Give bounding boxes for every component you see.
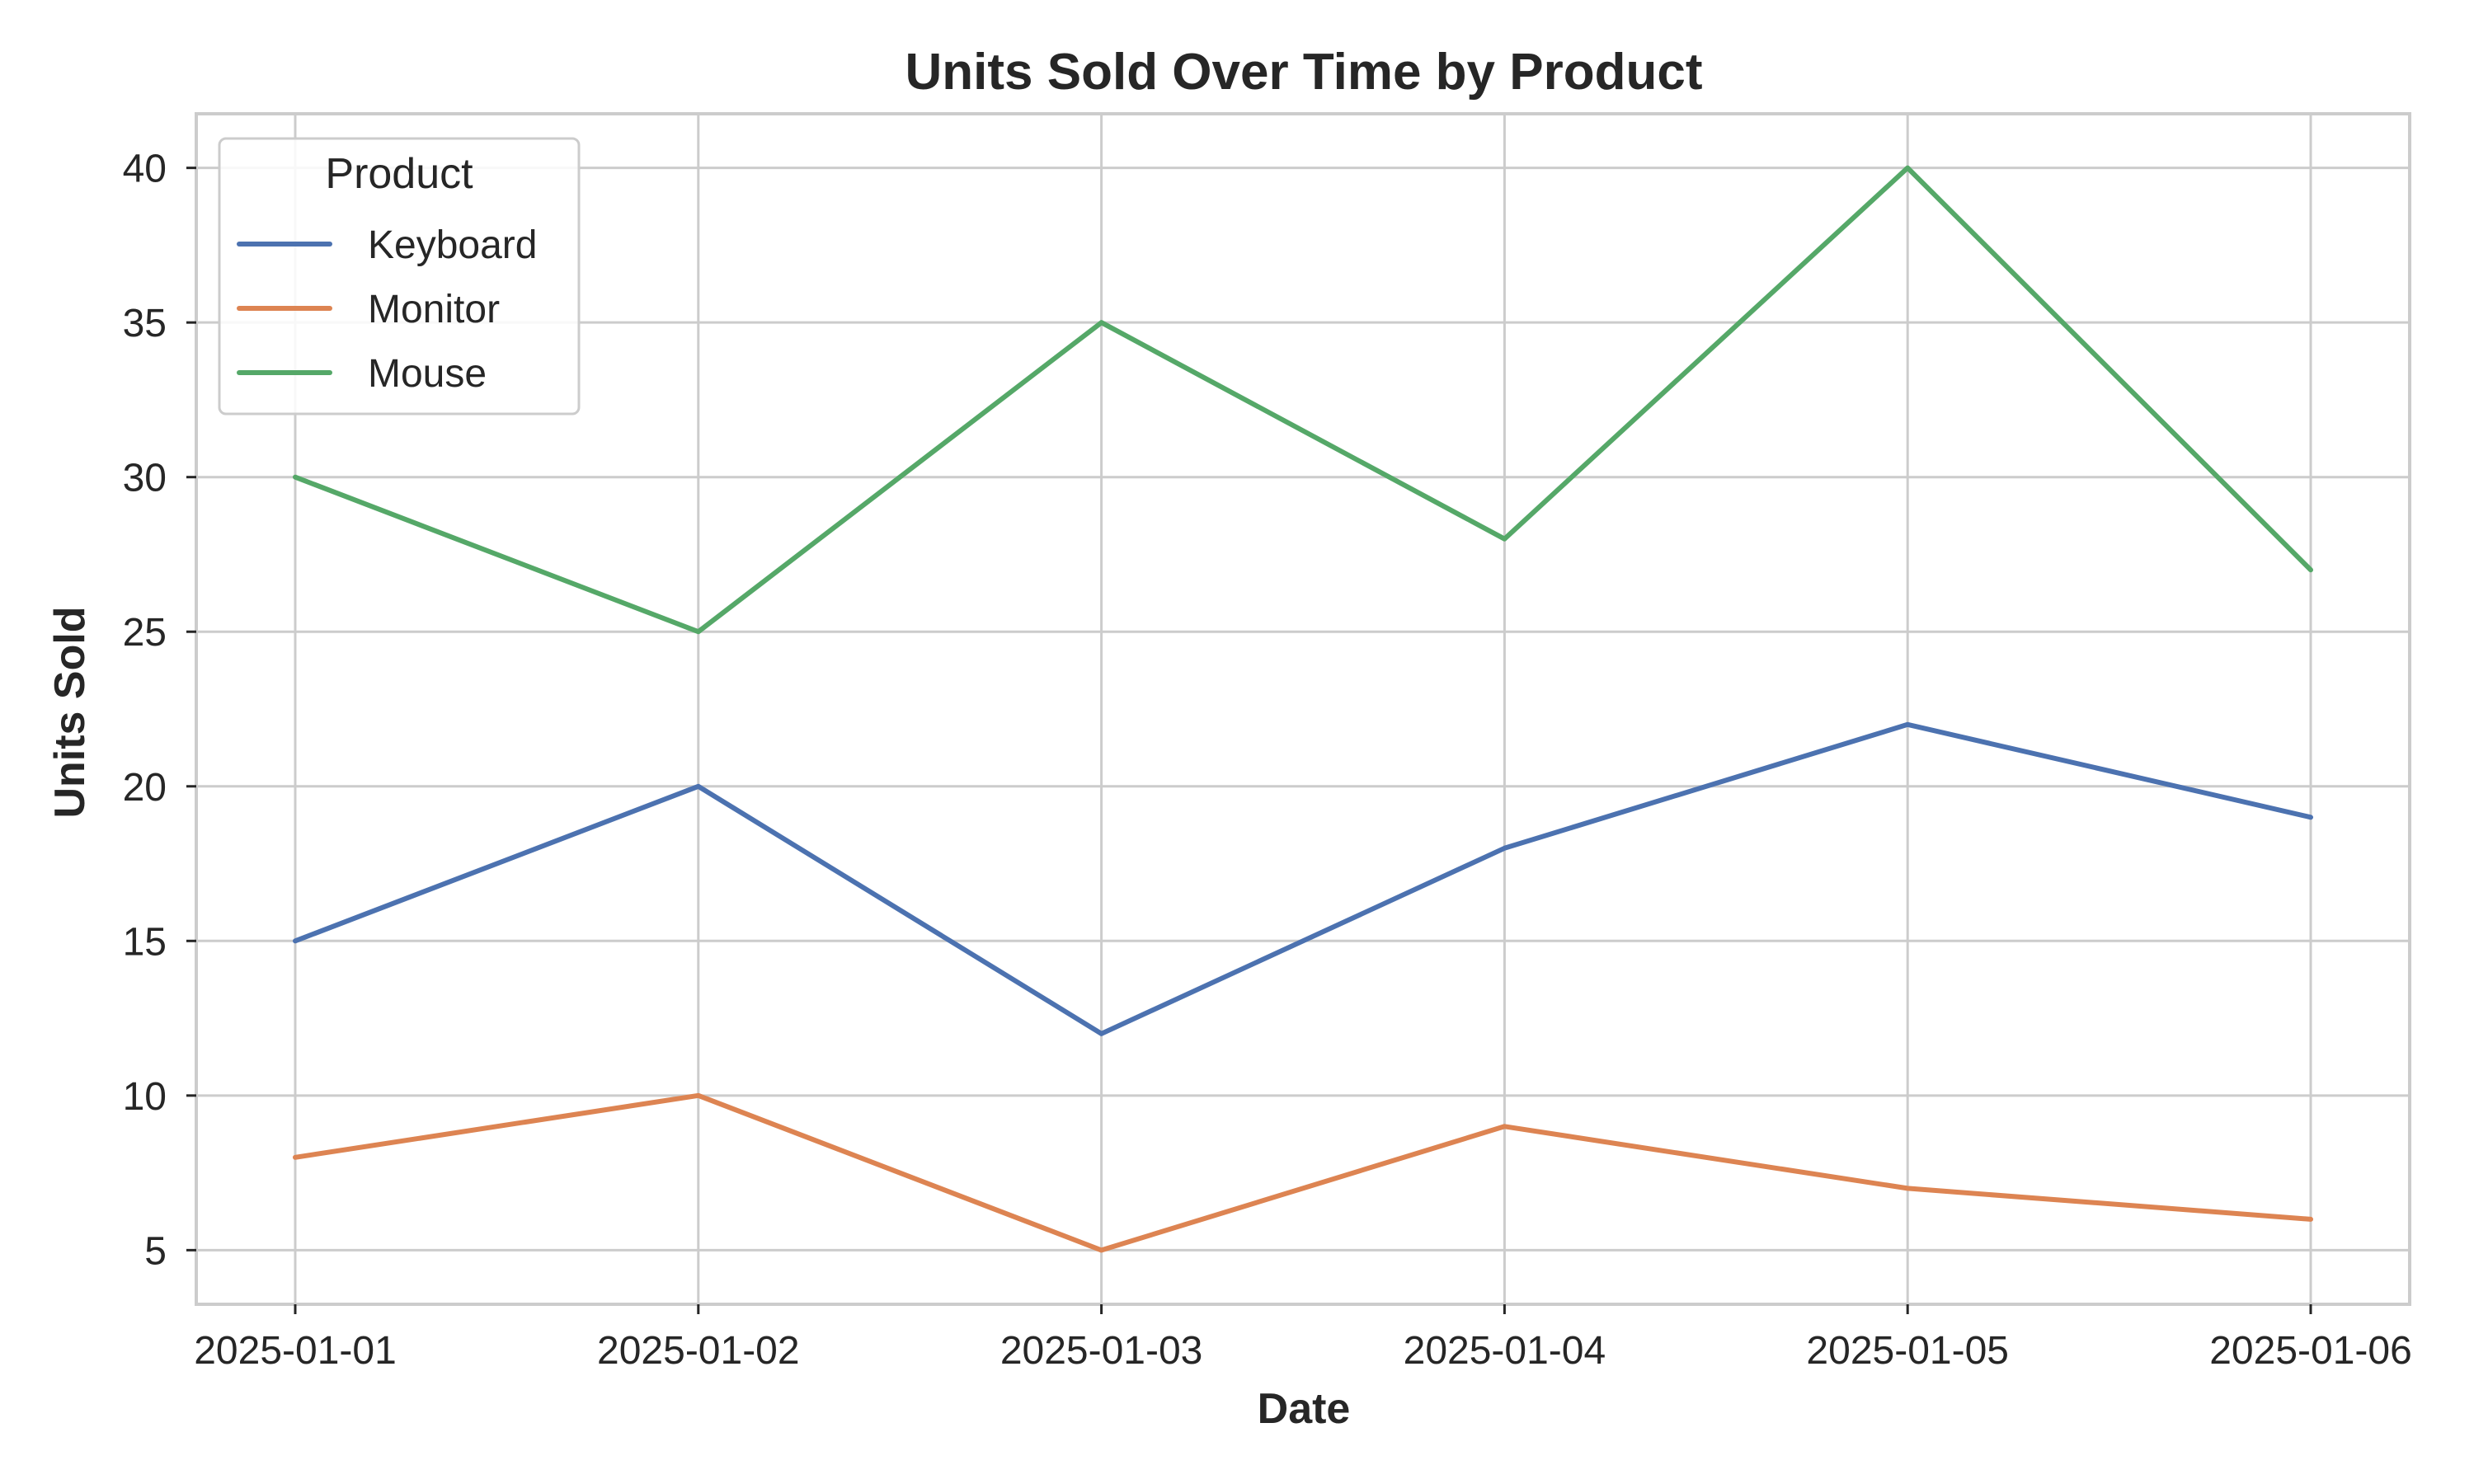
series-line-keyboard	[293, 721, 2313, 1036]
legend-label-monitor: Monitor	[368, 288, 500, 331]
y-tick-label: 30	[123, 457, 167, 500]
series-line-mouse	[293, 165, 2313, 635]
legend: Product Keyboard Monitor Mouse	[218, 137, 581, 416]
x-axis-label: Date	[1258, 1385, 1351, 1433]
legend-label-mouse: Mouse	[368, 352, 487, 396]
series-lines	[293, 165, 2313, 1253]
y-tick-label: 5	[144, 1229, 167, 1273]
x-tick-label: 2025-01-02	[597, 1329, 800, 1373]
y-axis-label: Units Sold	[46, 606, 94, 818]
x-tick-label: 2025-01-06	[2209, 1329, 2412, 1373]
y-tick-label: 40	[123, 148, 167, 191]
x-tick-label: 2025-01-04	[1404, 1329, 1606, 1373]
y-tick-label: 35	[123, 302, 167, 345]
legend-title: Product	[325, 150, 473, 198]
grid-lines	[196, 114, 2410, 1304]
y-tick-label: 10	[123, 1075, 167, 1119]
plot-area-frame	[195, 112, 2411, 1306]
legend-entries: Keyboard Monitor Mouse	[237, 223, 537, 396]
legend-label-keyboard: Keyboard	[368, 223, 537, 267]
x-tick-label: 2025-01-05	[1806, 1329, 2009, 1373]
axis-ticks: 2025-01-01 2025-01-02 2025-01-03 2025-01-04…	[123, 148, 2412, 1373]
x-tick-label: 2025-01-03	[1000, 1329, 1203, 1373]
y-tick-label: 25	[123, 611, 167, 655]
x-tick-label: 2025-01-01	[194, 1329, 397, 1373]
y-tick-label: 20	[123, 766, 167, 810]
series-line-monitor	[293, 1092, 2313, 1253]
y-tick-label: 15	[123, 920, 167, 964]
chart-title: Units Sold Over Time by Product	[905, 44, 1703, 101]
legend-box	[218, 137, 581, 416]
